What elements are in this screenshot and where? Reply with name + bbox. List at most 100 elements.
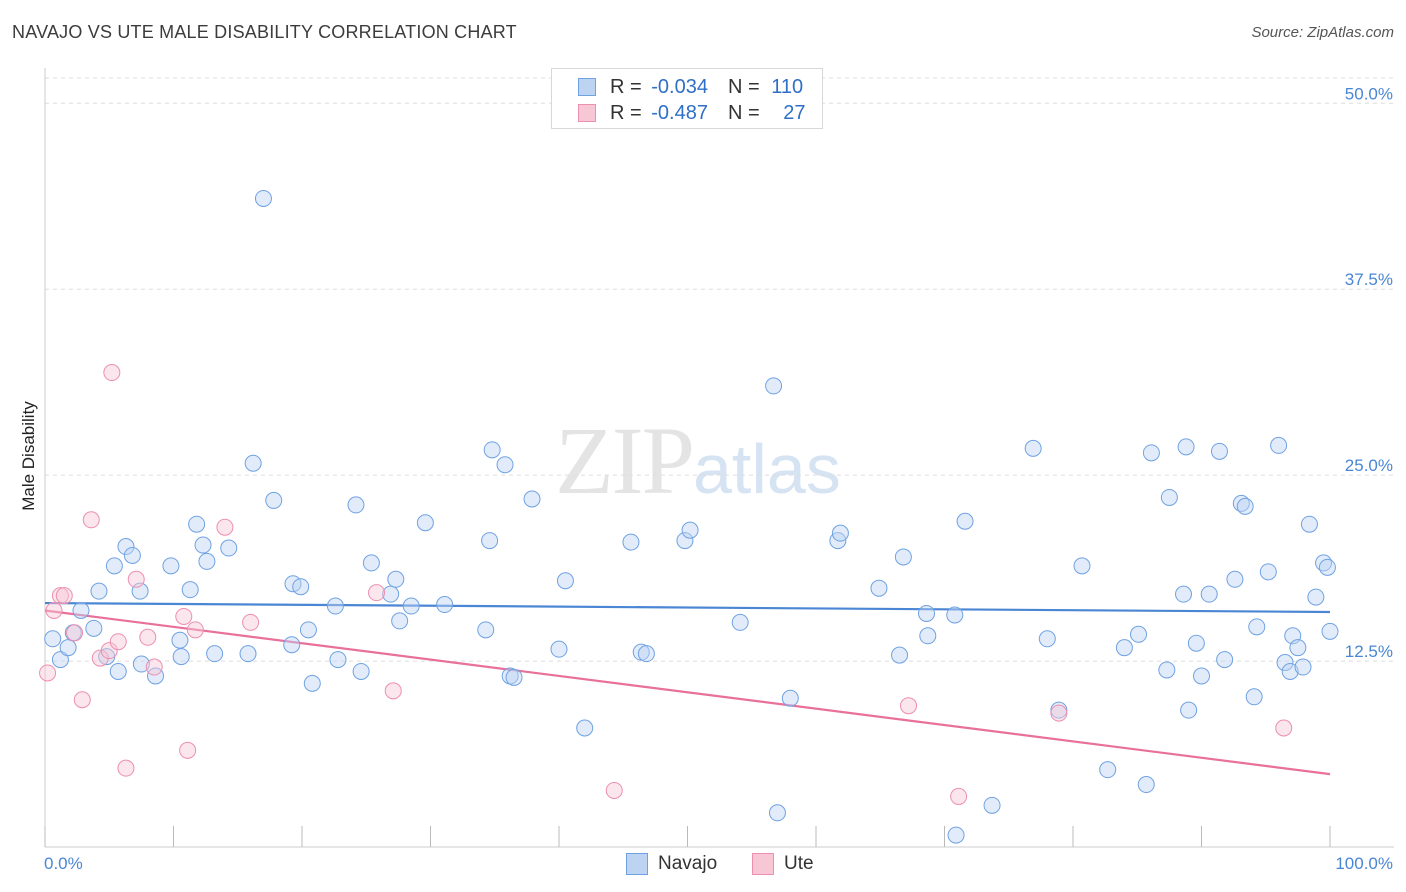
chart-title: NAVAJO VS UTE MALE DISABILITY CORRELATIO… (12, 22, 517, 42)
navajo-point (1193, 667, 1210, 685)
navajo-point (329, 651, 347, 669)
ute-point (82, 511, 100, 529)
navajo-point (1073, 557, 1091, 575)
bottom-legend-label-ute: Ute (784, 853, 814, 874)
navajo-point (483, 441, 501, 459)
legend-n-value: 27 (783, 101, 806, 124)
navajo-point (1276, 654, 1294, 672)
legend-row-ute: R = -0.487 N = 27 (578, 101, 805, 125)
navajo-point (1226, 570, 1244, 588)
ute-point (1275, 719, 1293, 737)
navajo-point (505, 668, 523, 686)
y-axis-label: Male Disability (19, 401, 38, 511)
navajo-point (220, 539, 238, 557)
navajo-point (1216, 651, 1234, 669)
navajo-point (768, 804, 786, 822)
navajo-point (1245, 688, 1263, 706)
navajo-point (556, 572, 574, 590)
bottom-legend-swatch-ute (752, 853, 774, 875)
ute-point (73, 691, 91, 709)
navajo-point (731, 613, 749, 631)
navajo-point (206, 645, 224, 663)
legend-r-value: -0.487 (651, 101, 708, 124)
navajo-point (1259, 563, 1277, 581)
ute-point (175, 607, 193, 625)
navajo-point (765, 377, 783, 395)
navajo-point (918, 604, 936, 622)
navajo-point (382, 585, 400, 603)
navajo-point (416, 514, 434, 532)
navajo-point (1115, 639, 1133, 657)
navajo-point (123, 546, 141, 564)
x-tick-label: 0.0% (44, 854, 83, 873)
ute-point (179, 741, 197, 759)
y-tick-label: 12.5% (1345, 642, 1393, 661)
navajo-point (72, 601, 90, 619)
navajo-point (254, 189, 272, 207)
navajo-point (1024, 439, 1042, 457)
navajo-point (1307, 588, 1325, 606)
ute-point (127, 570, 145, 588)
watermark: ZIPatlas (555, 405, 841, 516)
y-tick-label: 25.0% (1345, 456, 1393, 475)
navajo-point (550, 640, 568, 658)
navajo-point (1137, 776, 1155, 794)
navajo-point (1200, 585, 1218, 603)
navajo-point (59, 639, 77, 657)
navajo-point (681, 521, 699, 539)
navajo-point (1294, 658, 1312, 676)
navajo-point (1289, 639, 1307, 657)
navajo-point (239, 645, 257, 663)
ute-point (51, 587, 69, 605)
ute-point (145, 658, 163, 676)
navajo-point (362, 554, 380, 572)
navajo-point (1158, 661, 1176, 679)
ute-point (950, 787, 968, 805)
navajo-point (244, 454, 262, 472)
navajo-point (265, 491, 283, 509)
legend-n-label: N = (727, 75, 766, 98)
navajo-point (109, 662, 127, 680)
navajo-point (1180, 701, 1198, 719)
ute-point (91, 649, 109, 667)
navajo-point (387, 570, 405, 588)
navajo-point (676, 532, 694, 550)
navajo-point (352, 662, 370, 680)
navajo-point (1318, 558, 1336, 576)
navajo-point (1281, 662, 1299, 680)
navajo-point (1321, 622, 1339, 640)
navajo-point (326, 597, 344, 615)
navajo-point (44, 630, 62, 648)
legend-swatch-navajo (578, 78, 596, 96)
ute-point (384, 682, 402, 700)
legend-n-value: 110 (771, 75, 804, 98)
navajo-point (576, 719, 594, 737)
legend-r-label: R = (610, 75, 648, 98)
ute-point (900, 697, 918, 715)
axes (44, 68, 1394, 848)
navajo-point (188, 515, 206, 533)
navajo-point (1142, 444, 1160, 462)
navajo-point (477, 621, 495, 639)
navajo-point (1300, 515, 1318, 533)
navajo-point (172, 648, 190, 666)
navajo-point (622, 533, 640, 551)
navajo-point (132, 655, 150, 673)
navajo-point (147, 667, 165, 685)
grid-lines (45, 77, 1394, 662)
bottom-legend-swatch-navajo (626, 853, 648, 875)
navajo-point (831, 524, 849, 542)
navajo-point (162, 557, 180, 575)
trend-lines (44, 601, 1331, 776)
navajo-point (171, 631, 189, 649)
ute-trend-line (44, 609, 1331, 776)
y-tick-label: 37.5% (1345, 270, 1393, 289)
navajo-point (781, 689, 799, 707)
navajo-point (347, 496, 365, 514)
ute-point (368, 584, 386, 602)
navajo-point (198, 552, 216, 570)
legend-n-label: N = (727, 101, 766, 124)
navajo-point (303, 674, 321, 692)
ute-point (103, 364, 121, 382)
ute-point (100, 642, 118, 660)
